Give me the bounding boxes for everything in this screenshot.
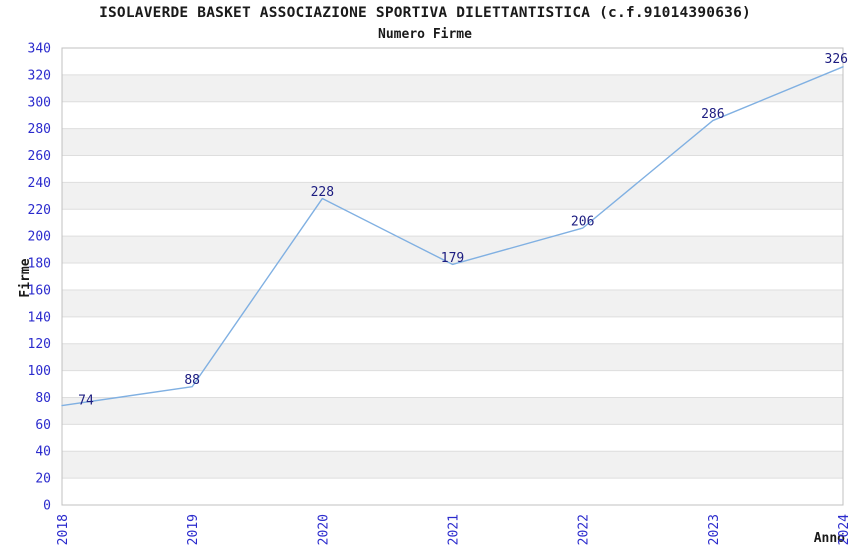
y-tick-label: 60 <box>35 418 51 433</box>
data-point-label: 179 <box>441 251 464 266</box>
y-tick-label: 160 <box>28 283 51 298</box>
data-point-label: 228 <box>311 185 334 200</box>
x-axis-title: Anno <box>813 531 845 546</box>
y-tick-label: 180 <box>28 257 51 272</box>
plot-band <box>62 451 843 479</box>
y-tick-label: 320 <box>28 68 51 83</box>
chart-subtitle: Numero Firme <box>378 27 472 42</box>
series-line <box>61 66 844 407</box>
y-tick-label: 200 <box>28 230 51 245</box>
x-tick-label: 2023 <box>707 514 722 545</box>
y-tick-label: 260 <box>28 149 51 164</box>
y-tick-label: 240 <box>28 176 51 191</box>
data-point-label: 286 <box>701 107 724 122</box>
x-tick-label: 2024 <box>837 514 850 545</box>
x-tick-label: 2018 <box>56 514 71 545</box>
y-tick-label: 280 <box>28 122 51 137</box>
y-tick-label: 40 <box>35 445 51 460</box>
data-point-label: 206 <box>571 215 594 230</box>
y-tick-label: 300 <box>28 95 51 110</box>
data-point-label: 326 <box>825 52 848 67</box>
x-tick-label: 2022 <box>577 514 592 545</box>
chart-title: ISOLAVERDE BASKET ASSOCIAZIONE SPORTIVA … <box>99 5 751 21</box>
x-tick-label: 2021 <box>447 514 462 545</box>
data-point-label: 74 <box>78 394 94 409</box>
y-tick-label: 120 <box>28 337 51 352</box>
y-tick-label: 140 <box>28 310 51 325</box>
plot-band <box>62 128 843 156</box>
x-tick-label: 2020 <box>316 514 331 545</box>
y-tick-label: 0 <box>43 499 51 514</box>
plot-band <box>62 343 843 371</box>
plot-band <box>62 74 843 102</box>
y-tick-label: 340 <box>28 42 51 57</box>
plot-border <box>61 47 844 506</box>
y-tick-label: 20 <box>35 472 51 487</box>
plot-band <box>62 397 843 425</box>
data-point-label: 88 <box>184 373 200 388</box>
plot-band <box>62 236 843 264</box>
x-tick-label: 2019 <box>186 514 201 545</box>
plot-band <box>62 289 843 317</box>
plot-band <box>62 182 843 210</box>
y-tick-label: 100 <box>28 364 51 379</box>
y-tick-label: 80 <box>35 391 51 406</box>
y-tick-label: 220 <box>28 203 51 218</box>
